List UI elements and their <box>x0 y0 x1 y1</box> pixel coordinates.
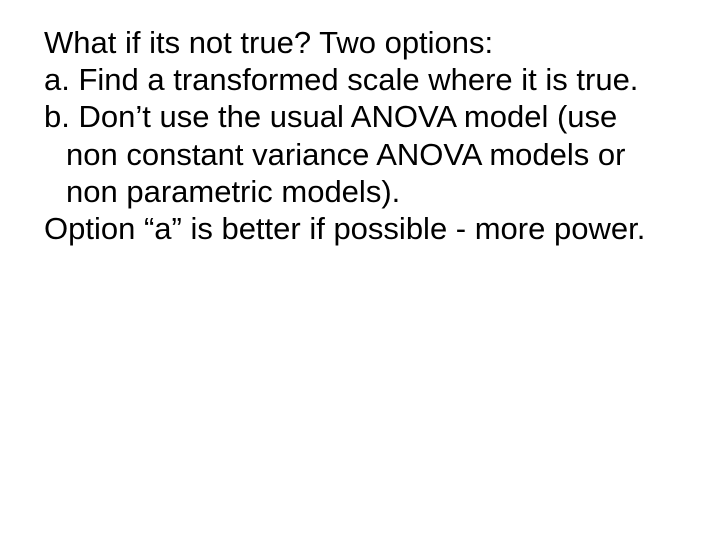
intro-line: What if its not true? Two options: <box>44 24 676 61</box>
slide: What if its not true? Two options: a. Fi… <box>0 0 720 540</box>
conclusion: Option “a” is better if possible - more … <box>44 210 676 247</box>
option-b: b. Don’t use the usual ANOVA model (use … <box>44 98 676 210</box>
option-a: a. Find a transformed scale where it is … <box>44 61 676 98</box>
